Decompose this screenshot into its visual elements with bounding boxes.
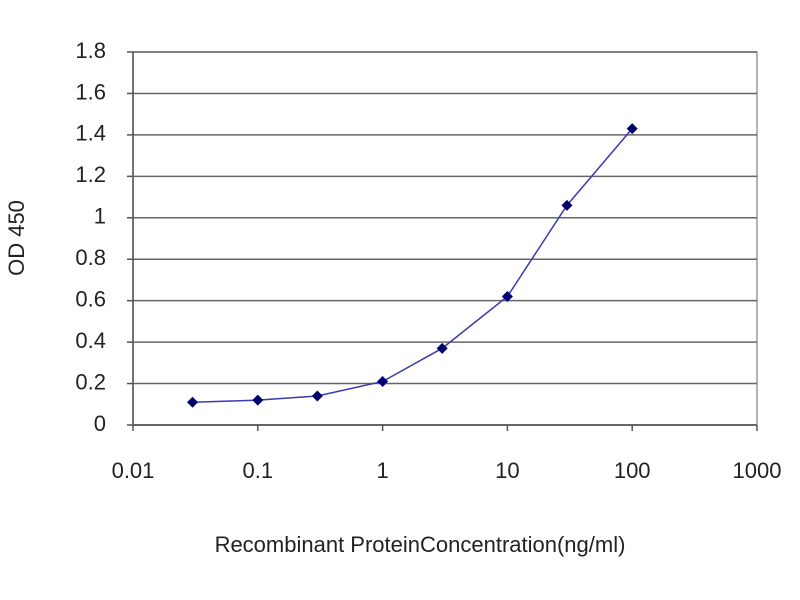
x-axis-label: Recombinant ProteinConcentration(ng/ml) — [215, 532, 626, 557]
data-point — [501, 291, 513, 303]
x-tick-label: 1 — [376, 458, 388, 483]
y-axis-label: OD 450 — [4, 200, 29, 276]
data-point — [626, 123, 638, 135]
x-tick-label: 1000 — [733, 458, 782, 483]
data-point — [311, 390, 323, 402]
y-tick-label: 0 — [94, 411, 106, 436]
y-tick-label: 0.8 — [75, 245, 106, 270]
x-tick-label: 100 — [614, 458, 651, 483]
y-tick-label: 1.6 — [75, 79, 106, 104]
y-tick-label: 1 — [94, 204, 106, 229]
plot-area — [132, 51, 758, 426]
x-tick-label: 0.01 — [112, 458, 155, 483]
y-tick-label: 1.8 — [75, 38, 106, 63]
data-point — [187, 396, 199, 408]
data-point — [436, 342, 448, 354]
data-line — [192, 128, 633, 403]
x-tick-label: 0.1 — [243, 458, 274, 483]
x-tick-label: 10 — [495, 458, 519, 483]
y-tick-label: 1.2 — [75, 162, 106, 187]
data-point — [252, 394, 264, 406]
y-tick-label: 0.2 — [75, 369, 106, 394]
data-point — [561, 199, 573, 211]
y-tick-label: 0.4 — [75, 328, 106, 353]
y-tick-label: 1.4 — [75, 121, 106, 146]
y-tick-label: 0.6 — [75, 286, 106, 311]
data-point — [377, 375, 389, 387]
